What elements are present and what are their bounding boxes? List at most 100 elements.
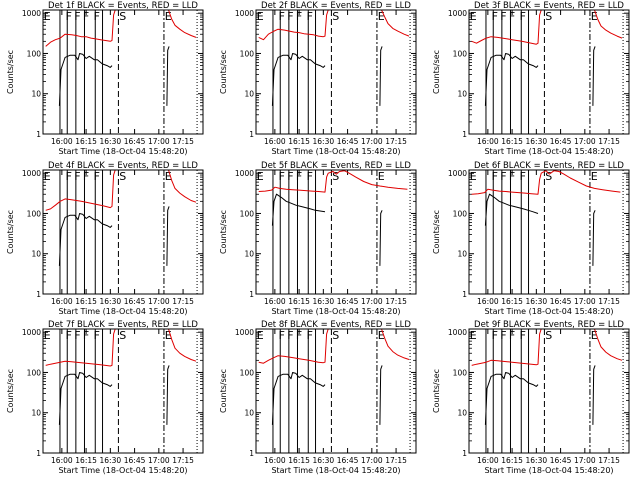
interval-annotation: F — [500, 329, 506, 342]
y-tick-label: 100 — [240, 49, 255, 58]
y-tick-label: 100 — [453, 49, 468, 58]
y-axis-label: Counts/sec — [6, 369, 15, 413]
x-axis-label: Start Time (18-Oct-04 15:48:20) — [58, 307, 187, 316]
y-tick-label: 1 — [249, 290, 254, 299]
x-tick-label: 16:15 — [75, 297, 97, 306]
x-tick-label: 16:15 — [288, 137, 310, 146]
interval-annotation: S — [119, 329, 126, 342]
panel-det3: Det 3f BLACK = Events, RED = LLD 1 10 100 10… — [432, 1, 630, 156]
x-tick-label: 17:15 — [598, 297, 620, 306]
y-tick-label: 1000 — [448, 169, 467, 178]
interval-annotation: F — [66, 170, 72, 183]
y-tick-label: 100 — [453, 209, 468, 218]
plot-frame — [42, 169, 204, 295]
interval-annotation: F — [520, 170, 526, 183]
y-tick-label: 100 — [27, 49, 42, 58]
lld-series-line — [168, 169, 197, 203]
y-tick-label: 10 — [31, 409, 41, 418]
x-tick-label: 16:45 — [124, 137, 146, 146]
interval-annotation: F — [509, 10, 515, 23]
interval-annotation: E — [378, 170, 385, 183]
interval-annotation: F — [94, 170, 100, 183]
interval-annotation: F — [74, 329, 80, 342]
x-axis-label: Start Time (18-Oct-04 15:48:20) — [271, 147, 400, 156]
x-axis-label: Start Time (18-Oct-04 15:48:20) — [271, 466, 400, 475]
x-tick-label: 16:45 — [124, 456, 146, 465]
interval-annotation: F — [66, 10, 72, 23]
panel-det9: Det 9f BLACK = Events, RED = LLD 1 10 100 10… — [432, 320, 630, 475]
x-tick-label: 16:45 — [124, 297, 146, 306]
panel-det5: Det 5f BLACK = Events, RED = LLD 1 10 100 10… — [219, 161, 417, 316]
y-axis-label: Counts/sec — [219, 50, 228, 94]
interval-annotation: F — [307, 170, 313, 183]
panel-title: Det 4f BLACK = Events, RED = LLD — [48, 161, 198, 171]
events-series-line — [484, 193, 539, 226]
events-series-line — [592, 365, 596, 425]
panel-title: Det 1f BLACK = Events, RED = LLD — [48, 1, 198, 11]
interval-annotation: E — [591, 170, 598, 183]
events-series-line — [166, 46, 170, 106]
y-tick-label: 10 — [31, 250, 41, 259]
interval-annotation: S — [332, 329, 339, 342]
plot-frame — [468, 169, 630, 295]
y-axis-label: Counts/sec — [432, 369, 441, 413]
x-tick-label: 17:15 — [385, 456, 407, 465]
y-tick-label: 10 — [31, 90, 41, 99]
interval-annotation: F — [492, 170, 498, 183]
x-tick-label: 16:15 — [501, 297, 523, 306]
interval-annotation: F — [74, 170, 80, 183]
x-tick-label: 17:00 — [361, 137, 383, 146]
events-series-line — [592, 210, 596, 266]
panel-title: Det 6f BLACK = Events, RED = LLD — [474, 161, 624, 171]
x-tick-label: 16:00 — [477, 456, 499, 465]
interval-annotation: E — [44, 170, 51, 183]
interval-annotation: F — [83, 10, 89, 23]
plot-frame — [468, 328, 630, 454]
events-series-line — [271, 53, 326, 106]
interval-annotation: F — [287, 329, 293, 342]
interval-annotation: E — [44, 329, 51, 342]
x-tick-label: 17:15 — [172, 137, 194, 146]
interval-annotation: F — [520, 10, 526, 23]
panel-title: Det 3f BLACK = Events, RED = LLD — [474, 1, 624, 11]
lld-series-line — [258, 170, 408, 193]
plot-frame — [42, 9, 204, 135]
y-tick-label: 10 — [457, 409, 467, 418]
y-tick-label: 1000 — [22, 169, 41, 178]
interval-annotation: E — [470, 329, 477, 342]
interval-annotation: F — [279, 10, 285, 23]
y-tick-label: 1000 — [448, 328, 467, 337]
interval-annotation: F — [509, 170, 515, 183]
y-tick-label: 1000 — [235, 328, 254, 337]
y-tick-label: 100 — [27, 209, 42, 218]
interval-annotation: S — [545, 329, 552, 342]
y-tick-label: 1000 — [22, 328, 41, 337]
panel-det6: Det 6f BLACK = Events, RED = LLD 1 10 100 10… — [432, 161, 630, 316]
x-axis-label: Start Time (18-Oct-04 15:48:20) — [58, 466, 187, 475]
y-tick-label: 1 — [462, 130, 467, 139]
interval-annotation: E — [165, 329, 172, 342]
events-series-line — [271, 372, 326, 425]
lld-series-line — [471, 170, 621, 195]
lld-series-line — [381, 328, 410, 360]
x-tick-label: 17:00 — [574, 297, 596, 306]
interval-annotation: E — [257, 170, 264, 183]
x-tick-label: 16:45 — [337, 297, 359, 306]
interval-annotation: F — [94, 329, 100, 342]
x-tick-label: 17:00 — [148, 456, 170, 465]
interval-annotation: E — [470, 170, 477, 183]
y-tick-label: 1 — [462, 290, 467, 299]
x-tick-label: 17:00 — [574, 456, 596, 465]
events-series-line — [166, 365, 170, 425]
lld-series-line — [381, 9, 410, 37]
x-tick-label: 17:00 — [574, 137, 596, 146]
plot-frame — [468, 9, 630, 135]
y-tick-label: 100 — [27, 368, 42, 377]
interval-annotation: F — [279, 170, 285, 183]
interval-annotation: S — [119, 10, 126, 23]
interval-annotation: E — [257, 10, 264, 23]
events-series-line — [484, 53, 539, 106]
y-axis-label: Counts/sec — [6, 50, 15, 94]
